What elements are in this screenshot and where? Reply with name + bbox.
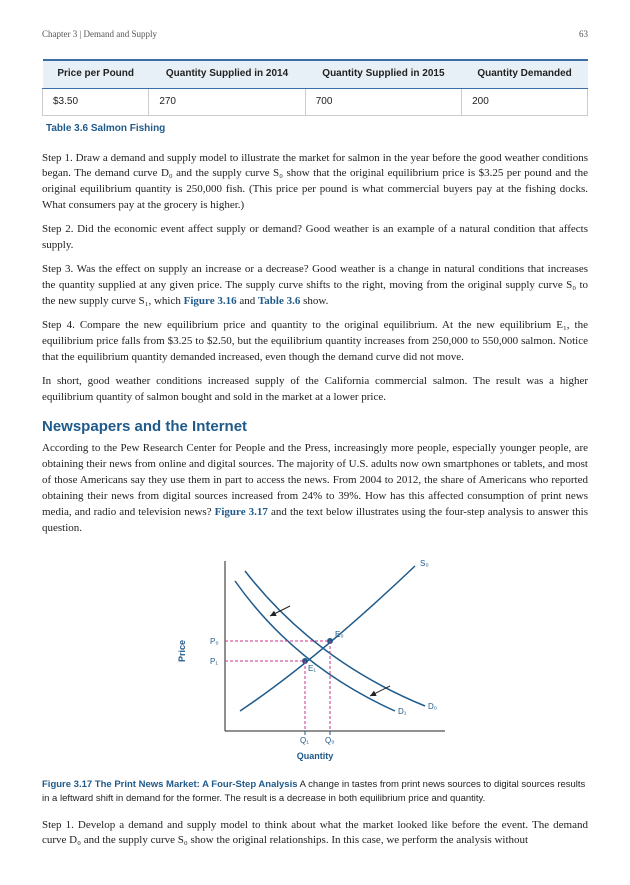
label-p1: P₁ xyxy=(210,657,218,666)
step-1: Step 1. Draw a demand and supply model t… xyxy=(42,151,588,215)
table-row: $3.50 270 700 200 xyxy=(43,88,588,116)
col-qs2014: Quantity Supplied in 2014 xyxy=(149,60,305,88)
col-qd: Quantity Demanded xyxy=(462,60,588,88)
col-qs2015: Quantity Supplied in 2015 xyxy=(305,60,461,88)
label-d1: D₁ xyxy=(398,707,407,716)
label-q1: Q₁ xyxy=(300,736,309,745)
label-p0: P₀ xyxy=(210,637,219,646)
page-number: 63 xyxy=(579,28,588,41)
label-e1: E₁ xyxy=(308,664,316,673)
section2-para: According to the Pew Research Center for… xyxy=(42,441,588,537)
step-3: Step 3. Was the effect on supply an incr… xyxy=(42,262,588,310)
link-table36[interactable]: Table 3.6 xyxy=(258,295,300,307)
chart-svg: S₀ D₀ D₁ E₀ E₁ P₀ P₁ Q₀ Q₁ Quantity Pric… xyxy=(165,551,465,766)
link-fig317[interactable]: Figure 3.17 xyxy=(215,506,268,518)
link-fig316[interactable]: Figure 3.16 xyxy=(184,295,237,307)
section-heading: Newspapers and the Internet xyxy=(42,416,588,438)
step-2: Step 2. Did the economic event affect su… xyxy=(42,222,588,254)
step-4: Step 4. Compare the new equilibrium pric… xyxy=(42,318,588,366)
axis-y-label: Price xyxy=(177,640,187,662)
label-e0: E₀ xyxy=(335,630,344,639)
label-d0: D₀ xyxy=(428,702,437,711)
salmon-table: Price per Pound Quantity Supplied in 201… xyxy=(42,59,588,116)
axis-x-label: Quantity xyxy=(297,751,334,761)
figure-caption: Figure 3.17 The Print News Market: A Fou… xyxy=(42,778,588,806)
chapter-label: Chapter 3 | Demand and Supply xyxy=(42,28,157,41)
table-caption: Table 3.6 Salmon Fishing xyxy=(46,122,588,137)
page-header: Chapter 3 | Demand and Supply 63 xyxy=(42,28,588,41)
figure-317: S₀ D₀ D₁ E₀ E₁ P₀ P₁ Q₀ Q₁ Quantity Pric… xyxy=(42,551,588,772)
label-s0: S₀ xyxy=(420,559,429,568)
step-after-fig: Step 1. Develop a demand and supply mode… xyxy=(42,818,588,850)
label-q0: Q₀ xyxy=(325,736,335,745)
col-price: Price per Pound xyxy=(43,60,149,88)
summary-para: In short, good weather conditions increa… xyxy=(42,374,588,406)
